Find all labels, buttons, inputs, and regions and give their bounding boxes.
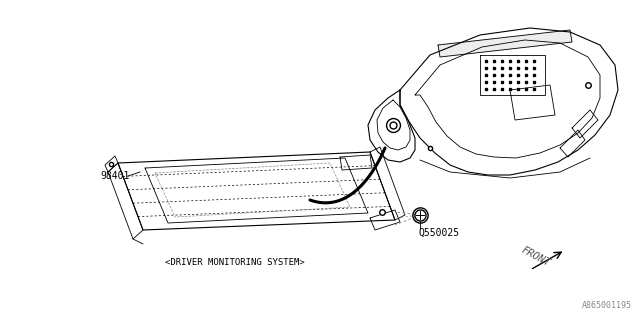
Text: Q550025: Q550025 [418, 228, 459, 238]
Polygon shape [438, 30, 572, 57]
Text: 98401: 98401 [100, 171, 129, 181]
Text: A865001195: A865001195 [582, 301, 632, 310]
Text: <DRIVER MONITORING SYSTEM>: <DRIVER MONITORING SYSTEM> [165, 258, 305, 267]
Text: FRONT: FRONT [520, 244, 552, 268]
